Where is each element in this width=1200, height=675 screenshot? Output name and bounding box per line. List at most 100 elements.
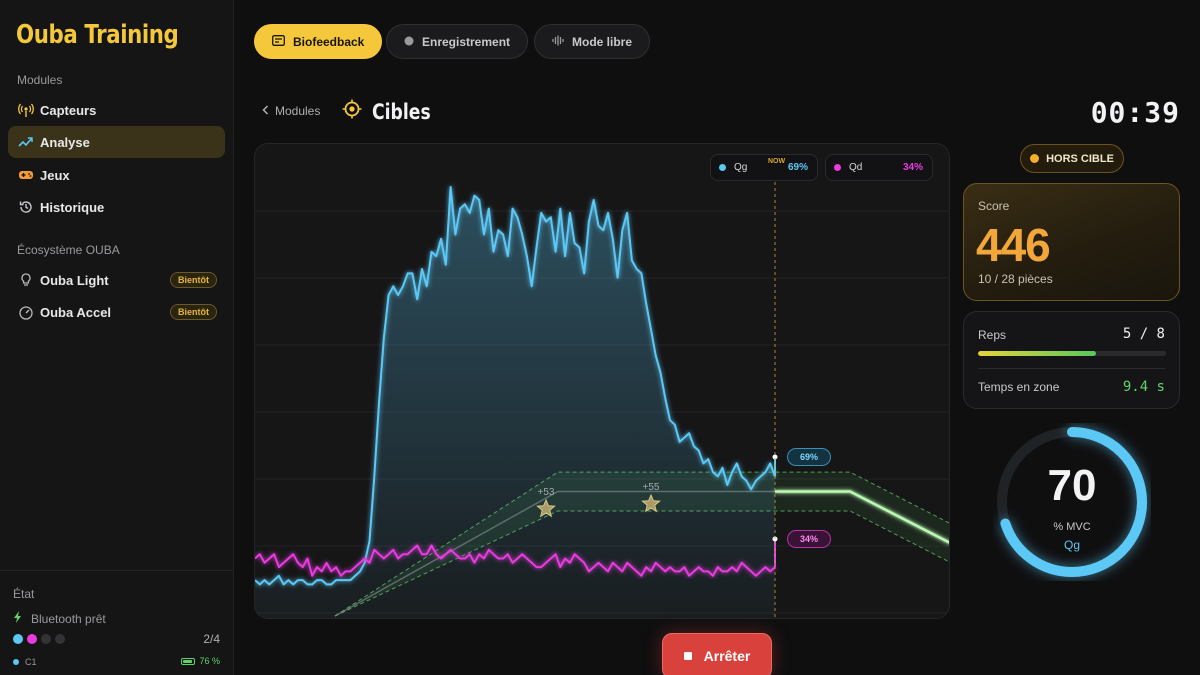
gauge-label: % MVC <box>1053 521 1091 533</box>
sidebar: Ouba Training Modules Capteurs Analyse J… <box>0 0 234 675</box>
gauge-icon <box>18 304 34 320</box>
chart-series <box>255 186 778 618</box>
target-icon <box>342 99 362 124</box>
gauge-channel: Qg <box>1063 538 1080 552</box>
stop-button[interactable]: Arrêter <box>662 633 772 675</box>
sensor-dot <box>41 634 51 644</box>
sidebar-item-label: Capteurs <box>40 102 97 118</box>
reps-label: Reps <box>978 328 1007 342</box>
legend-swatch <box>719 164 726 171</box>
sidebar-item-analyse[interactable]: Analyse <box>8 126 225 158</box>
sidebar-item-ouba-light[interactable]: Ouba Light Bientôt <box>8 264 225 296</box>
gauge-arc <box>997 427 1147 577</box>
qg-area <box>255 187 775 618</box>
sidebar-item-historique[interactable]: Historique <box>8 191 225 223</box>
chart-canvas: +53 +55 <box>255 158 949 618</box>
mode-label: Enregistrement <box>422 34 511 49</box>
sidebar-item-label: Ouba Light <box>40 272 109 288</box>
sidebar-item-jeux[interactable]: Jeux <box>8 159 225 191</box>
mode-biofeedback-button[interactable]: Biofeedback <box>254 24 383 59</box>
antenna-icon <box>18 102 34 118</box>
star-icon <box>536 498 556 518</box>
bluetooth-status: Bluetooth prêt <box>13 611 106 626</box>
sensor-dot <box>13 634 23 644</box>
mode-enregistrement-button[interactable]: Enregistrement <box>386 24 529 59</box>
record-dot-icon <box>404 35 414 49</box>
stop-label: Arrêter <box>703 648 751 664</box>
legend-value: 69% <box>787 162 808 173</box>
bolt-icon <box>13 611 23 626</box>
coming-soon-badge: Bientôt <box>170 272 217 288</box>
biofeedback-icon <box>272 34 285 49</box>
qg-end-point <box>772 454 778 460</box>
bluetooth-label: Bluetooth prêt <box>31 611 106 626</box>
coming-soon-badge: Bientôt <box>170 304 217 320</box>
qd-line <box>255 544 776 577</box>
zone-time-value: 9.4 s <box>1122 379 1165 395</box>
page-title-text: Cibles <box>372 99 431 124</box>
channel-name: C1 <box>25 657 37 667</box>
waveform-icon <box>552 35 564 49</box>
mode-label: Biofeedback <box>293 34 365 49</box>
score-label: Score <box>978 199 1010 213</box>
session-timer: 00:39 <box>1090 96 1180 129</box>
channel-row: C1 <box>13 657 37 667</box>
zone-time-label: Temps en zone <box>978 380 1060 394</box>
legend-qg: Qg 69% <box>710 154 818 181</box>
sensor-dot <box>55 634 65 644</box>
qg-line <box>255 186 776 586</box>
legend-name: Qg <box>734 162 748 173</box>
status-badge-label: HORS CIBLE <box>1046 152 1114 165</box>
gamepad-icon <box>18 167 34 183</box>
device-status-panel: État Bluetooth prêt 2/4 C1 76 % <box>0 570 234 675</box>
legend-value: 34% <box>902 162 923 173</box>
mvc-gauge: 70 % MVC Qg <box>993 423 1151 581</box>
chart-marks: +53 +55 <box>536 158 776 618</box>
target-band-area <box>335 472 949 616</box>
chart-line-icon <box>18 134 34 150</box>
status-label: État <box>13 587 35 601</box>
reps-progress-bar <box>978 351 1166 356</box>
status-dot <box>1030 154 1040 163</box>
page-title: Cibles <box>342 99 444 124</box>
qd-end-label: 34% <box>787 530 831 548</box>
score-pieces: 10 / 28 pièces <box>978 272 1053 286</box>
reps-card: Reps 5 / 8 Temps en zone 9.4 s <box>963 311 1180 409</box>
breadcrumb-back[interactable]: Modules <box>262 104 320 118</box>
channel-dot <box>13 659 19 665</box>
sensor-dot <box>27 634 37 644</box>
ecosystem-section-label: Écosystème OUBA <box>17 243 120 257</box>
battery-icon <box>181 657 196 665</box>
sidebar-item-label: Ouba Accel <box>40 304 112 320</box>
battery-value: 76 % <box>199 656 220 666</box>
target-line-glow <box>775 489 949 546</box>
score-card: Score 446 10 / 28 pièces <box>963 183 1180 301</box>
app-logo: Ouba Training <box>16 20 179 50</box>
star-icon <box>641 493 661 513</box>
battery-indicator: 76 % <box>181 656 220 666</box>
sidebar-item-label: Historique <box>40 199 105 215</box>
mode-libre-button[interactable]: Mode libre <box>534 24 651 59</box>
star-bonus-label: +55 <box>643 482 660 493</box>
stop-icon <box>683 652 692 660</box>
target-line-future <box>775 490 949 544</box>
qg-end-label: 69% <box>787 448 831 466</box>
sensor-count: 2/4 <box>203 632 220 646</box>
legend-name: Qd <box>849 162 863 173</box>
mode-label: Mode libre <box>572 34 633 49</box>
biofeedback-chart: +53 +55 Qg 69% Qd 34% NOW 69% 34% <box>254 143 950 619</box>
now-marker-label: NOW <box>768 158 786 165</box>
sidebar-item-capteurs[interactable]: Capteurs <box>8 94 225 126</box>
sidebar-item-ouba-accel[interactable]: Ouba Accel Bientôt <box>8 296 225 328</box>
gauge-value: 70 <box>1047 461 1097 510</box>
legend-qd: Qd 34% <box>825 154 933 181</box>
bulb-icon <box>18 272 34 288</box>
sensor-dots <box>13 634 65 644</box>
star-bonus-label: +53 <box>538 487 555 498</box>
chevron-left-icon <box>262 104 269 118</box>
legend-swatch <box>834 164 841 171</box>
reps-value: 5 / 8 <box>1122 326 1165 342</box>
divider <box>978 368 1165 369</box>
breadcrumb-label: Modules <box>275 104 321 118</box>
sidebar-item-label: Jeux <box>40 167 70 183</box>
